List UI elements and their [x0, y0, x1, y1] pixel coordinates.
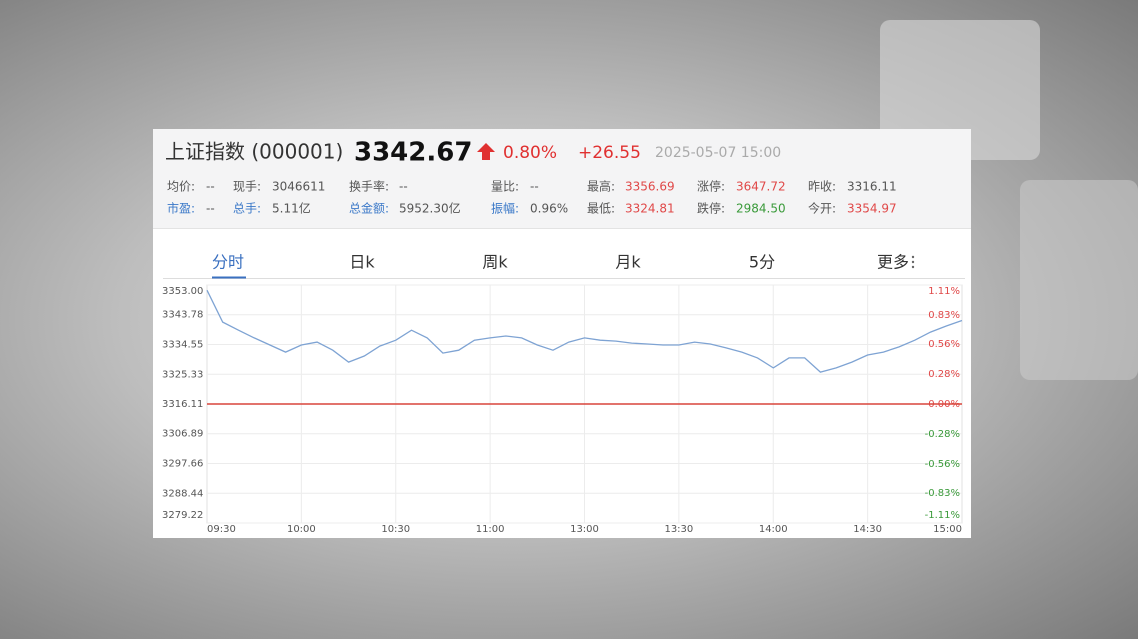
stat-value: 2984.50: [736, 202, 786, 216]
x-tick-label: 14:00: [759, 524, 788, 535]
change-pct: 0.80%: [503, 143, 557, 163]
stat-value: 5.11亿: [272, 201, 311, 216]
stat-label: 换手率:: [349, 179, 389, 194]
quote-header: [153, 129, 971, 228]
y2-tick-label: -0.83%: [925, 488, 960, 499]
stat-label: 量比:: [491, 180, 519, 194]
bg-shape: [880, 20, 1040, 160]
tab[interactable]: 日k: [349, 253, 375, 272]
y2-tick-label: -0.56%: [925, 459, 960, 470]
x-tick-label: 11:00: [476, 524, 505, 535]
x-tick-label: 09:30: [207, 524, 236, 535]
stat-value: --: [530, 180, 539, 194]
y2-tick-label: 1.11%: [928, 286, 960, 297]
stat-value: --: [206, 180, 215, 194]
stat-label: 今开:: [808, 201, 836, 216]
tab[interactable]: 月k: [615, 253, 641, 272]
y2-tick-label: 0.56%: [928, 339, 960, 350]
y2-tick-label: 0.83%: [928, 310, 960, 321]
x-tick-label: 15:00: [933, 524, 962, 535]
price-line: [206, 289, 963, 373]
more-icon[interactable]: [911, 255, 915, 269]
stat-value: --: [206, 202, 215, 216]
stat-value: 5952.30亿: [399, 201, 461, 216]
y-tick-label: 3297.66: [162, 459, 203, 470]
tab[interactable]: 周k: [482, 253, 508, 272]
stat-value: 3647.72: [736, 180, 786, 194]
stat-label: 最高:: [587, 179, 615, 194]
y-tick-label: 3334.55: [162, 340, 203, 351]
x-tick-label: 13:00: [570, 524, 599, 535]
price: 3342.67: [354, 138, 472, 168]
x-tick-label: 13:30: [664, 524, 693, 535]
y-tick-label: 3279.22: [162, 510, 203, 521]
tab[interactable]: 5分: [749, 253, 775, 272]
y-tick-label: 3288.44: [162, 488, 203, 499]
y2-tick-label: -1.11%: [925, 510, 960, 521]
quote-time: 2025-05-07 15:00: [655, 145, 781, 161]
y-tick-label: 3316.11: [162, 399, 203, 410]
stat-label: 现手:: [233, 180, 261, 194]
stat-value: 0.96%: [530, 202, 568, 216]
change: +26.55: [578, 143, 641, 163]
x-tick-label: 10:30: [381, 524, 410, 535]
tab[interactable]: 更多: [877, 253, 909, 272]
stat-label: 总金额:: [349, 201, 389, 216]
stat-label: 昨收:: [808, 180, 836, 194]
stat-value: --: [399, 180, 408, 194]
stat-label: 涨停:: [697, 179, 725, 194]
up-arrow: [477, 143, 495, 160]
stat-label: 跌停:: [697, 201, 725, 216]
stat-value: 3356.69: [625, 180, 675, 194]
tab[interactable]: 分时: [212, 253, 244, 272]
y2-tick-label: -0.28%: [925, 429, 960, 440]
stat-label: 振幅:: [491, 201, 519, 216]
stat-label: 最低:: [587, 202, 615, 216]
stat-value: 3324.81: [625, 202, 675, 216]
stat-value: 3046611: [272, 180, 325, 194]
stat-value: 3354.97: [847, 202, 897, 216]
x-tick-label: 14:30: [853, 524, 882, 535]
stat-label: 总手:: [233, 202, 261, 216]
index-name: 上证指数 (000001): [165, 140, 343, 164]
stat-label: 均价:: [167, 180, 195, 194]
y-tick-label: 3343.78: [162, 310, 203, 321]
stat-value: 3316.11: [847, 180, 897, 194]
stat-label: 市盈:: [167, 201, 195, 216]
y-tick-label: 3306.89: [162, 429, 203, 440]
y-tick-label: 3325.33: [162, 369, 203, 380]
x-tick-label: 10:00: [287, 524, 316, 535]
y-tick-label: 3353.00: [162, 286, 203, 297]
bg-shape: [1020, 180, 1138, 380]
y2-tick-label: 0.28%: [928, 369, 960, 380]
